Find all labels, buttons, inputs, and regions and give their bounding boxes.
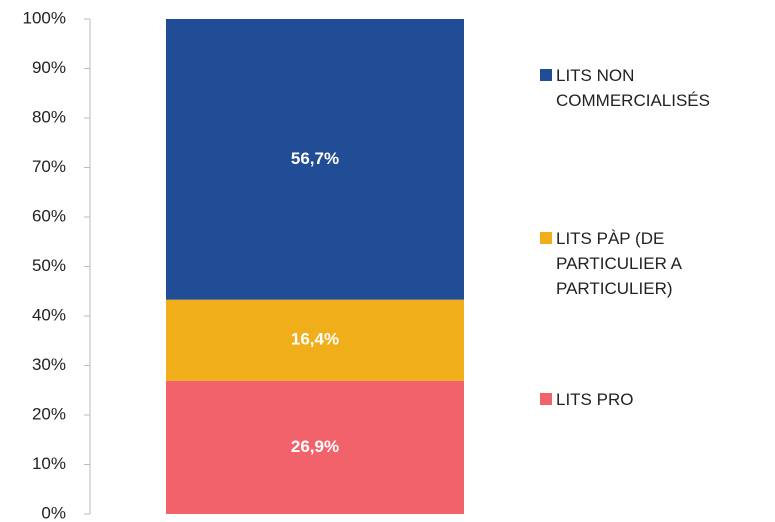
- legend-label: LITS PÀP (DE PARTICULIER A PARTICULIER): [556, 228, 682, 298]
- y-tick-label: 50%: [32, 256, 66, 275]
- y-tick-label: 40%: [32, 305, 66, 324]
- y-tick-label: 30%: [32, 355, 66, 374]
- bar-segment: [166, 299, 464, 381]
- data-label: 26,9%: [291, 437, 339, 456]
- bar-segment: [166, 19, 464, 300]
- data-label: 56,7%: [291, 149, 339, 168]
- y-tick-label: 0%: [41, 503, 66, 522]
- y-tick-label: 20%: [32, 404, 66, 423]
- y-tick-label: 10%: [32, 454, 66, 473]
- legend-swatch: [540, 69, 552, 81]
- y-tick-label: 90%: [32, 58, 66, 77]
- bar-segment: [166, 380, 464, 514]
- y-tick-label: 60%: [32, 206, 66, 225]
- y-tick-label: 70%: [32, 157, 66, 176]
- y-tick-label: 80%: [32, 107, 66, 126]
- data-label: 16,4%: [291, 330, 339, 349]
- legend-swatch: [540, 232, 552, 244]
- legend-label: LITS PRO: [556, 389, 634, 409]
- y-tick-label: 100%: [23, 8, 66, 27]
- legend-swatch: [540, 393, 552, 405]
- legend-label: LITS NON COMMERCIALISÉS: [556, 65, 710, 110]
